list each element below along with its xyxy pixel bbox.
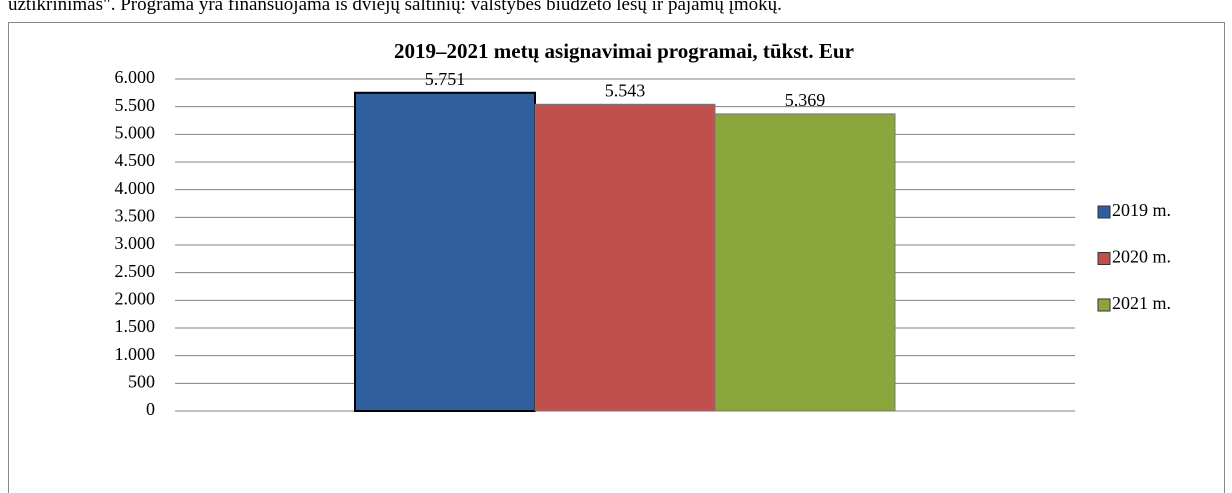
legend-label: 2019 m. xyxy=(1112,200,1171,220)
bar xyxy=(354,91,536,412)
page-text: užtikrinimas". Programa yra finansuojama… xyxy=(8,0,782,15)
y-tick-label: 2.000 xyxy=(115,288,156,308)
legend-swatch xyxy=(1097,252,1111,265)
bar xyxy=(534,103,716,412)
y-tick-label: 3.500 xyxy=(115,205,156,225)
legend-label: 2020 m. xyxy=(1112,247,1171,267)
y-tick-label: 5.000 xyxy=(115,122,156,142)
y-tick-label: 6.000 xyxy=(115,67,156,87)
y-tick-label: 3.000 xyxy=(115,233,156,253)
legend-swatch xyxy=(1097,298,1111,312)
bar xyxy=(714,113,896,412)
data-label: 5.751 xyxy=(425,69,466,89)
y-tick-label: 4.000 xyxy=(115,178,156,198)
chart-title: 2019–2021 metų asignavimai programai, tū… xyxy=(394,39,854,63)
data-label: 5.369 xyxy=(785,90,826,110)
legend-swatch xyxy=(1097,205,1111,219)
legend-label: 2021 m. xyxy=(1112,293,1171,313)
y-tick-label: 4.500 xyxy=(115,150,156,170)
y-tick-label: 1.500 xyxy=(115,316,156,336)
data-label: 5.543 xyxy=(605,80,646,100)
y-tick-label: 5.500 xyxy=(115,95,156,115)
y-tick-label: 500 xyxy=(128,371,155,391)
y-tick-label: 0 xyxy=(146,399,155,419)
y-tick-label: 1.000 xyxy=(115,344,156,364)
y-tick-label: 2.500 xyxy=(115,261,156,281)
